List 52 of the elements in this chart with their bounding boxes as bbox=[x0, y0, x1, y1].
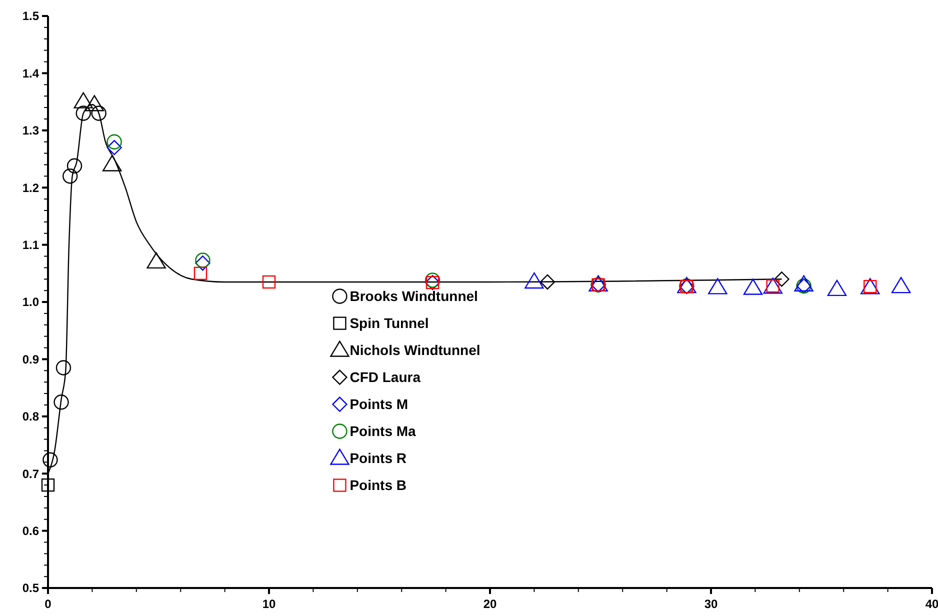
point bbox=[74, 92, 93, 108]
y-tick-label: 1.4 bbox=[22, 66, 40, 80]
point bbox=[794, 275, 814, 292]
point bbox=[84, 95, 104, 112]
y-tick-label: 1.5 bbox=[22, 9, 40, 24]
legend-label: Points B bbox=[350, 477, 406, 494]
point bbox=[106, 134, 122, 150]
point bbox=[891, 276, 911, 294]
legend-label: CFD Laura bbox=[350, 369, 421, 386]
point bbox=[76, 106, 91, 121]
y-tick-label: 1.0 bbox=[22, 295, 40, 310]
point bbox=[774, 272, 790, 287]
legend-label: Brooks Windtunnel bbox=[350, 288, 478, 304]
x-tick-label: 40 bbox=[925, 597, 938, 611]
point bbox=[102, 155, 122, 172]
point bbox=[763, 278, 782, 294]
legend-label: Points R bbox=[350, 450, 406, 466]
y-tick-label: 1.3 bbox=[22, 124, 40, 138]
point bbox=[54, 394, 69, 410]
point bbox=[827, 280, 847, 296]
point bbox=[194, 266, 208, 280]
point bbox=[708, 278, 728, 294]
point bbox=[743, 278, 763, 295]
point bbox=[860, 278, 880, 294]
legend-label: Spin Tunnel bbox=[350, 315, 429, 332]
legend-label: Points M bbox=[350, 396, 408, 412]
x-tick-label: 0 bbox=[44, 597, 52, 611]
point bbox=[106, 140, 122, 156]
y-tick-label: 0.8 bbox=[22, 410, 40, 424]
point bbox=[56, 360, 72, 376]
x-tick-label: 30 bbox=[704, 597, 718, 611]
x-tick-label: 20 bbox=[483, 597, 497, 611]
point bbox=[66, 158, 82, 174]
point bbox=[91, 106, 106, 121]
point bbox=[42, 452, 58, 468]
point bbox=[195, 252, 210, 268]
x-tick-label: 10 bbox=[262, 597, 276, 611]
y-tick-label: 0.6 bbox=[22, 524, 40, 538]
point bbox=[41, 478, 55, 492]
legend-label: Points Ma bbox=[350, 423, 416, 440]
y-tick-label: 1.2 bbox=[22, 180, 40, 195]
y-tick-label: 0.7 bbox=[22, 466, 40, 481]
point bbox=[540, 274, 556, 290]
point bbox=[195, 256, 210, 271]
point bbox=[62, 168, 78, 184]
y-tick-label: 1.1 bbox=[22, 238, 40, 252]
legend-label: Nichols Windtunnel bbox=[350, 342, 480, 358]
point bbox=[146, 252, 166, 269]
y-tick-label: 0.5 bbox=[22, 581, 40, 596]
point bbox=[262, 275, 276, 289]
point bbox=[524, 272, 544, 289]
y-tick-label: 0.9 bbox=[22, 352, 40, 366]
